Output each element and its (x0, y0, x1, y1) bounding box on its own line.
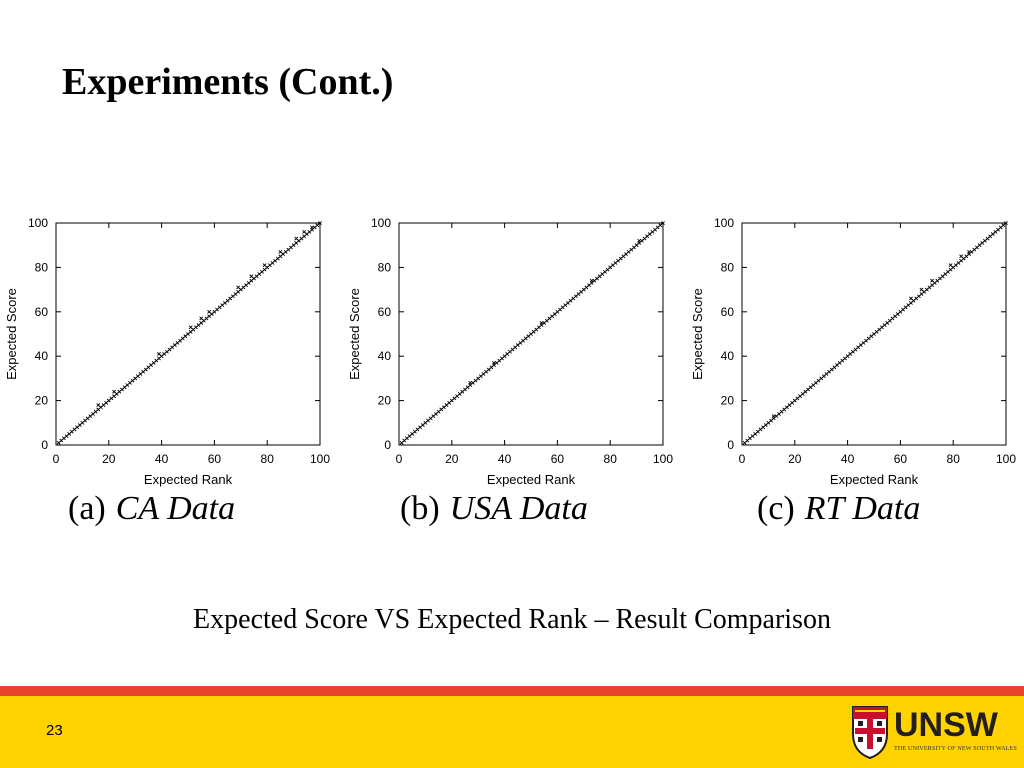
logo-wordmark: UNSW (894, 706, 998, 744)
x-axis-label: Expected Rank (144, 472, 233, 487)
data-point (302, 229, 307, 234)
y-tick-label: 80 (721, 260, 735, 274)
logo-subtitle: THE UNIVERSITY OF NEW SOUTH WALES (894, 745, 1017, 752)
caption-label: (b) (400, 490, 440, 527)
chart-ca-data: 0 20 40 60 80 100 0 20 40 60 80 100 Expected Rank Exp… (0, 205, 340, 495)
data-point (539, 320, 544, 325)
x-tick-label: 80 (947, 452, 961, 466)
unsw-logo: UNSW THE UNIVERSITY OF NEW SOUTH WALES (850, 704, 1017, 762)
x-tick-label: 100 (653, 452, 673, 466)
data-point (236, 285, 241, 290)
x-axis-label: Expected Rank (487, 472, 576, 487)
y-tick-label: 0 (727, 438, 734, 452)
data-point (661, 221, 665, 225)
caption-ca-data: (a) CA Data (68, 490, 235, 528)
data-point (771, 414, 776, 419)
y-axis-label: Expected Score (347, 288, 362, 380)
data-point (112, 389, 116, 394)
caption-name: USA Data (449, 490, 588, 527)
x-tick-label: 40 (841, 452, 855, 466)
y-tick-label: 80 (378, 260, 392, 274)
data-point (1004, 221, 1008, 225)
x-tick-label: 100 (310, 452, 330, 466)
chart-usa-data-svg: 0 20 40 60 80 100 0 20 40 60 80 100 Expected Rank Exp… (347, 216, 673, 487)
caption-usa-data: (b) USA Data (400, 490, 588, 528)
x-tick-label: 80 (604, 452, 618, 466)
data-point (262, 263, 267, 268)
y-axis-label: Expected Score (690, 288, 705, 380)
unsw-crest-icon (852, 706, 888, 760)
y-tick-label: 40 (35, 349, 49, 363)
caption-name: RT Data (804, 490, 921, 527)
x-tick-label: 100 (996, 452, 1016, 466)
data-point (278, 249, 283, 254)
footer-red-band (0, 686, 1024, 696)
x-tick-label: 60 (551, 452, 565, 466)
chart-usa-data: 0 20 40 60 80 100 0 20 40 60 80 100 Expected Rank Exp… (343, 205, 683, 495)
data-point (959, 254, 964, 259)
data-point (967, 249, 971, 254)
data-point (294, 236, 299, 241)
chart-rt-data: 0 20 40 60 80 100 0 20 40 60 80 100 Expected Rank Exp… (686, 205, 1024, 495)
y-tick-label: 60 (378, 305, 392, 319)
chart-rt-data-svg: 0 20 40 60 80 100 0 20 40 60 80 100 Expected Rank Exp… (690, 216, 1016, 487)
caption-rt-data: (c) RT Data (757, 490, 920, 528)
data-point (188, 325, 193, 330)
y-tick-label: 60 (721, 305, 735, 319)
data-point (468, 380, 473, 385)
y-tick-label: 40 (378, 349, 392, 363)
y-tick-label: 40 (721, 349, 735, 363)
page-number: 23 (46, 722, 63, 739)
y-tick-label: 100 (714, 216, 734, 230)
data-point (930, 278, 934, 283)
plot-frame (398, 222, 664, 446)
data-point (909, 296, 913, 301)
x-tick-label: 60 (894, 452, 908, 466)
y-tick-label: 0 (384, 438, 391, 452)
data-point (318, 221, 322, 225)
y-tick-label: 100 (28, 216, 48, 230)
y-tick-label: 20 (378, 394, 392, 408)
data-point (589, 278, 594, 283)
x-tick-label: 0 (53, 452, 60, 466)
x-axis-label: Expected Rank (830, 472, 919, 487)
x-tick-label: 20 (788, 452, 802, 466)
caption-label: (a) (68, 490, 106, 527)
x-tick-label: 80 (261, 452, 275, 466)
slide-title: Experiments (Cont.) (62, 61, 394, 103)
data-point (207, 309, 212, 314)
data-point (948, 263, 953, 268)
x-tick-label: 60 (208, 452, 222, 466)
y-tick-label: 100 (371, 216, 391, 230)
y-tick-label: 20 (721, 394, 735, 408)
x-tick-label: 40 (498, 452, 512, 466)
x-tick-label: 20 (102, 452, 116, 466)
data-point (919, 287, 924, 292)
x-tick-label: 0 (396, 452, 403, 466)
plot-frame (741, 222, 1007, 446)
data-point (199, 316, 204, 321)
data-point (637, 238, 642, 243)
x-tick-label: 0 (739, 452, 746, 466)
x-tick-label: 20 (445, 452, 459, 466)
y-tick-label: 20 (35, 394, 49, 408)
data-point (157, 352, 161, 356)
y-axis-label: Expected Score (4, 288, 19, 380)
y-tick-label: 80 (35, 260, 49, 274)
data-point (249, 274, 254, 279)
plot-frame (55, 222, 321, 446)
y-tick-label: 60 (35, 305, 49, 319)
chart-ca-data-svg: 0 20 40 60 80 100 0 20 40 60 80 100 Expected Rank Exp… (4, 216, 330, 487)
x-tick-label: 40 (155, 452, 169, 466)
data-point (96, 403, 101, 407)
data-point (310, 225, 314, 230)
caption-label: (c) (757, 490, 795, 527)
y-tick-label: 0 (41, 438, 48, 452)
caption-name: CA Data (115, 490, 236, 527)
slide-subtitle: Expected Score VS Expected Rank – Result… (193, 604, 831, 635)
data-point (492, 360, 496, 365)
